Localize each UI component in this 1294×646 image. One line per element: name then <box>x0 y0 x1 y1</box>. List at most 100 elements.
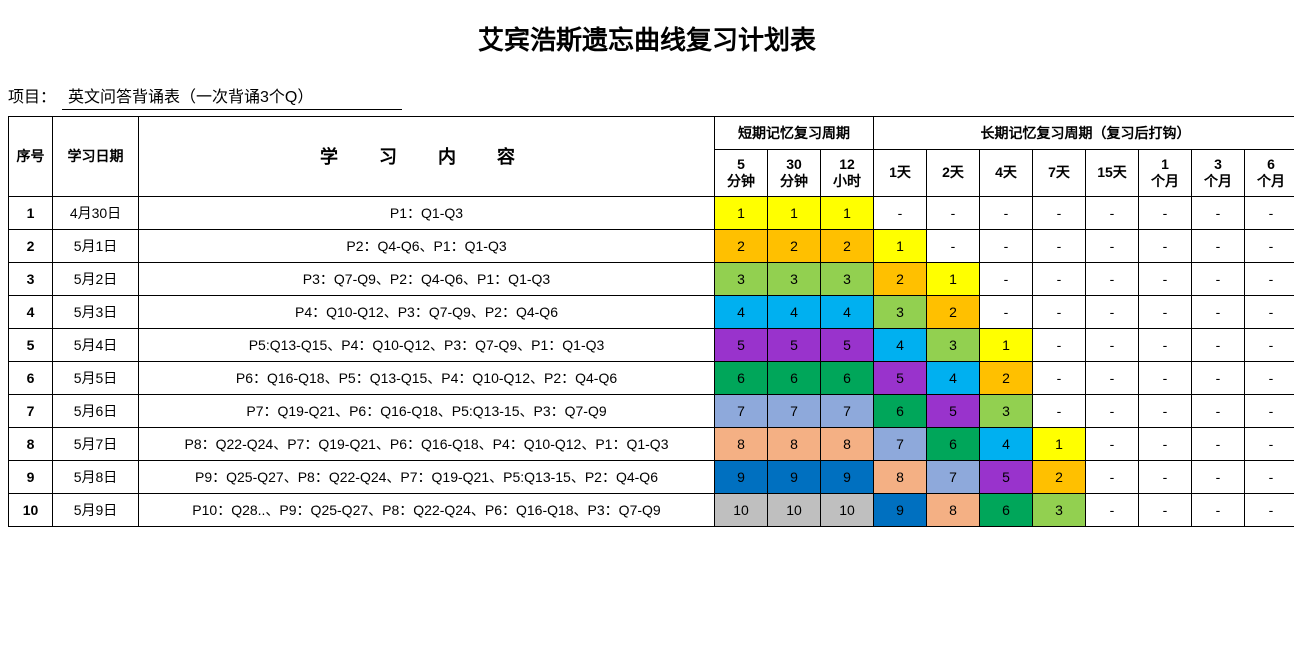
cell-period: - <box>1033 196 1086 229</box>
cell-period: - <box>1245 361 1294 394</box>
cell-period: - <box>1192 295 1245 328</box>
cell-period: 7 <box>715 394 768 427</box>
th-period-7: 15天 <box>1086 150 1139 197</box>
table-row: 45月3日P4：Q10-Q12、P3：Q7-Q9、P2：Q4-Q644432--… <box>9 295 1294 328</box>
cell-period: 4 <box>927 361 980 394</box>
th-period-3: 1天 <box>874 150 927 197</box>
cell-content: P9：Q25-Q27、P8：Q22-Q24、P7：Q19-Q21、P5:Q13-… <box>139 460 715 493</box>
th-date: 学习日期 <box>53 117 139 197</box>
cell-period: 1 <box>874 229 927 262</box>
cell-period: - <box>1192 493 1245 526</box>
cell-seq: 9 <box>9 460 53 493</box>
th-period-6: 7天 <box>1033 150 1086 197</box>
table-row: 55月4日P5:Q13-Q15、P4：Q10-Q12、P3：Q7-Q9、P1：Q… <box>9 328 1294 361</box>
cell-seq: 8 <box>9 427 53 460</box>
cell-date: 5月2日 <box>53 262 139 295</box>
cell-period: 3 <box>715 262 768 295</box>
cell-date: 5月6日 <box>53 394 139 427</box>
cell-content: P7：Q19-Q21、P6：Q16-Q18、P5:Q13-15、P3：Q7-Q9 <box>139 394 715 427</box>
cell-period: - <box>1139 460 1192 493</box>
cell-content: P6：Q16-Q18、P5：Q13-Q15、P4：Q10-Q12、P2：Q4-Q… <box>139 361 715 394</box>
table-head: 序号 学习日期 学 习 内 容 短期记忆复习周期 长期记忆复习周期（复习后打钩）… <box>9 117 1294 197</box>
cell-period: 6 <box>927 427 980 460</box>
cell-period: - <box>1033 394 1086 427</box>
cell-period: 3 <box>980 394 1033 427</box>
table-row: 95月8日P9：Q25-Q27、P8：Q22-Q24、P7：Q19-Q21、P5… <box>9 460 1294 493</box>
cell-period: - <box>1086 196 1139 229</box>
cell-period: - <box>927 229 980 262</box>
project-label: 项目： <box>8 83 56 107</box>
cell-period: - <box>1245 295 1294 328</box>
cell-seq: 2 <box>9 229 53 262</box>
cell-period: - <box>980 196 1033 229</box>
th-period-2: 12小时 <box>821 150 874 197</box>
cell-period: 5 <box>874 361 927 394</box>
cell-seq: 10 <box>9 493 53 526</box>
cell-period: - <box>1192 460 1245 493</box>
cell-period: - <box>1245 427 1294 460</box>
th-period-0: 5分钟 <box>715 150 768 197</box>
page-title: 艾宾浩斯遗忘曲线复习计划表 <box>8 20 1286 57</box>
cell-period: 1 <box>927 262 980 295</box>
th-seq: 序号 <box>9 117 53 197</box>
cell-period: - <box>1139 493 1192 526</box>
cell-period: - <box>1086 427 1139 460</box>
cell-period: 5 <box>768 328 821 361</box>
cell-period: - <box>1139 361 1192 394</box>
cell-seq: 1 <box>9 196 53 229</box>
th-period-9: 3个月 <box>1192 150 1245 197</box>
cell-period: - <box>1192 361 1245 394</box>
cell-period: 10 <box>768 493 821 526</box>
table-body: 14月30日P1：Q1-Q3111--------25月1日P2：Q4-Q6、P… <box>9 196 1294 526</box>
cell-period: - <box>1139 229 1192 262</box>
cell-period: 2 <box>715 229 768 262</box>
cell-period: 9 <box>768 460 821 493</box>
cell-period: - <box>1086 394 1139 427</box>
cell-period: 8 <box>874 460 927 493</box>
th-content-text: 学 习 内 容 <box>320 147 533 167</box>
cell-period: - <box>980 262 1033 295</box>
cell-period: 9 <box>715 460 768 493</box>
cell-period: 2 <box>980 361 1033 394</box>
cell-date: 5月9日 <box>53 493 139 526</box>
table-row: 35月2日P3：Q7-Q9、P2：Q4-Q6、P1：Q1-Q333321----… <box>9 262 1294 295</box>
cell-period: 6 <box>768 361 821 394</box>
cell-period: 1 <box>715 196 768 229</box>
table-row: 105月9日P10：Q28..、P9：Q25-Q27、P8：Q22-Q24、P6… <box>9 493 1294 526</box>
th-content: 学 习 内 容 <box>139 117 715 197</box>
table-row: 25月1日P2：Q4-Q6、P1：Q1-Q32221------- <box>9 229 1294 262</box>
cell-date: 5月7日 <box>53 427 139 460</box>
cell-period: - <box>1192 427 1245 460</box>
cell-seq: 7 <box>9 394 53 427</box>
cell-period: 5 <box>980 460 1033 493</box>
cell-period: - <box>1033 262 1086 295</box>
cell-period: - <box>1086 262 1139 295</box>
page: 艾宾浩斯遗忘曲线复习计划表 项目： 英文问答背诵表（一次背诵3个Q） 序号 学习… <box>0 0 1294 537</box>
cell-period: 3 <box>821 262 874 295</box>
cell-period: 4 <box>715 295 768 328</box>
cell-date: 5月5日 <box>53 361 139 394</box>
cell-period: - <box>874 196 927 229</box>
cell-period: - <box>1086 361 1139 394</box>
cell-period: 1 <box>768 196 821 229</box>
cell-period: - <box>1086 229 1139 262</box>
table-row: 75月6日P7：Q19-Q21、P6：Q16-Q18、P5:Q13-15、P3：… <box>9 394 1294 427</box>
cell-content: P5:Q13-Q15、P4：Q10-Q12、P3：Q7-Q9、P1：Q1-Q3 <box>139 328 715 361</box>
cell-period: - <box>1245 328 1294 361</box>
cell-period: - <box>1245 229 1294 262</box>
cell-period: 7 <box>927 460 980 493</box>
cell-period: - <box>1192 328 1245 361</box>
cell-period: - <box>1192 229 1245 262</box>
cell-content: P8：Q22-Q24、P7：Q19-Q21、P6：Q16-Q18、P4：Q10-… <box>139 427 715 460</box>
cell-seq: 3 <box>9 262 53 295</box>
cell-period: 5 <box>927 394 980 427</box>
th-short-group: 短期记忆复习周期 <box>715 117 874 150</box>
cell-period: - <box>1033 229 1086 262</box>
cell-period: - <box>1139 262 1192 295</box>
cell-period: - <box>1033 361 1086 394</box>
cell-seq: 5 <box>9 328 53 361</box>
th-period-5: 4天 <box>980 150 1033 197</box>
cell-period: 9 <box>874 493 927 526</box>
cell-period: 7 <box>768 394 821 427</box>
cell-period: 1 <box>980 328 1033 361</box>
